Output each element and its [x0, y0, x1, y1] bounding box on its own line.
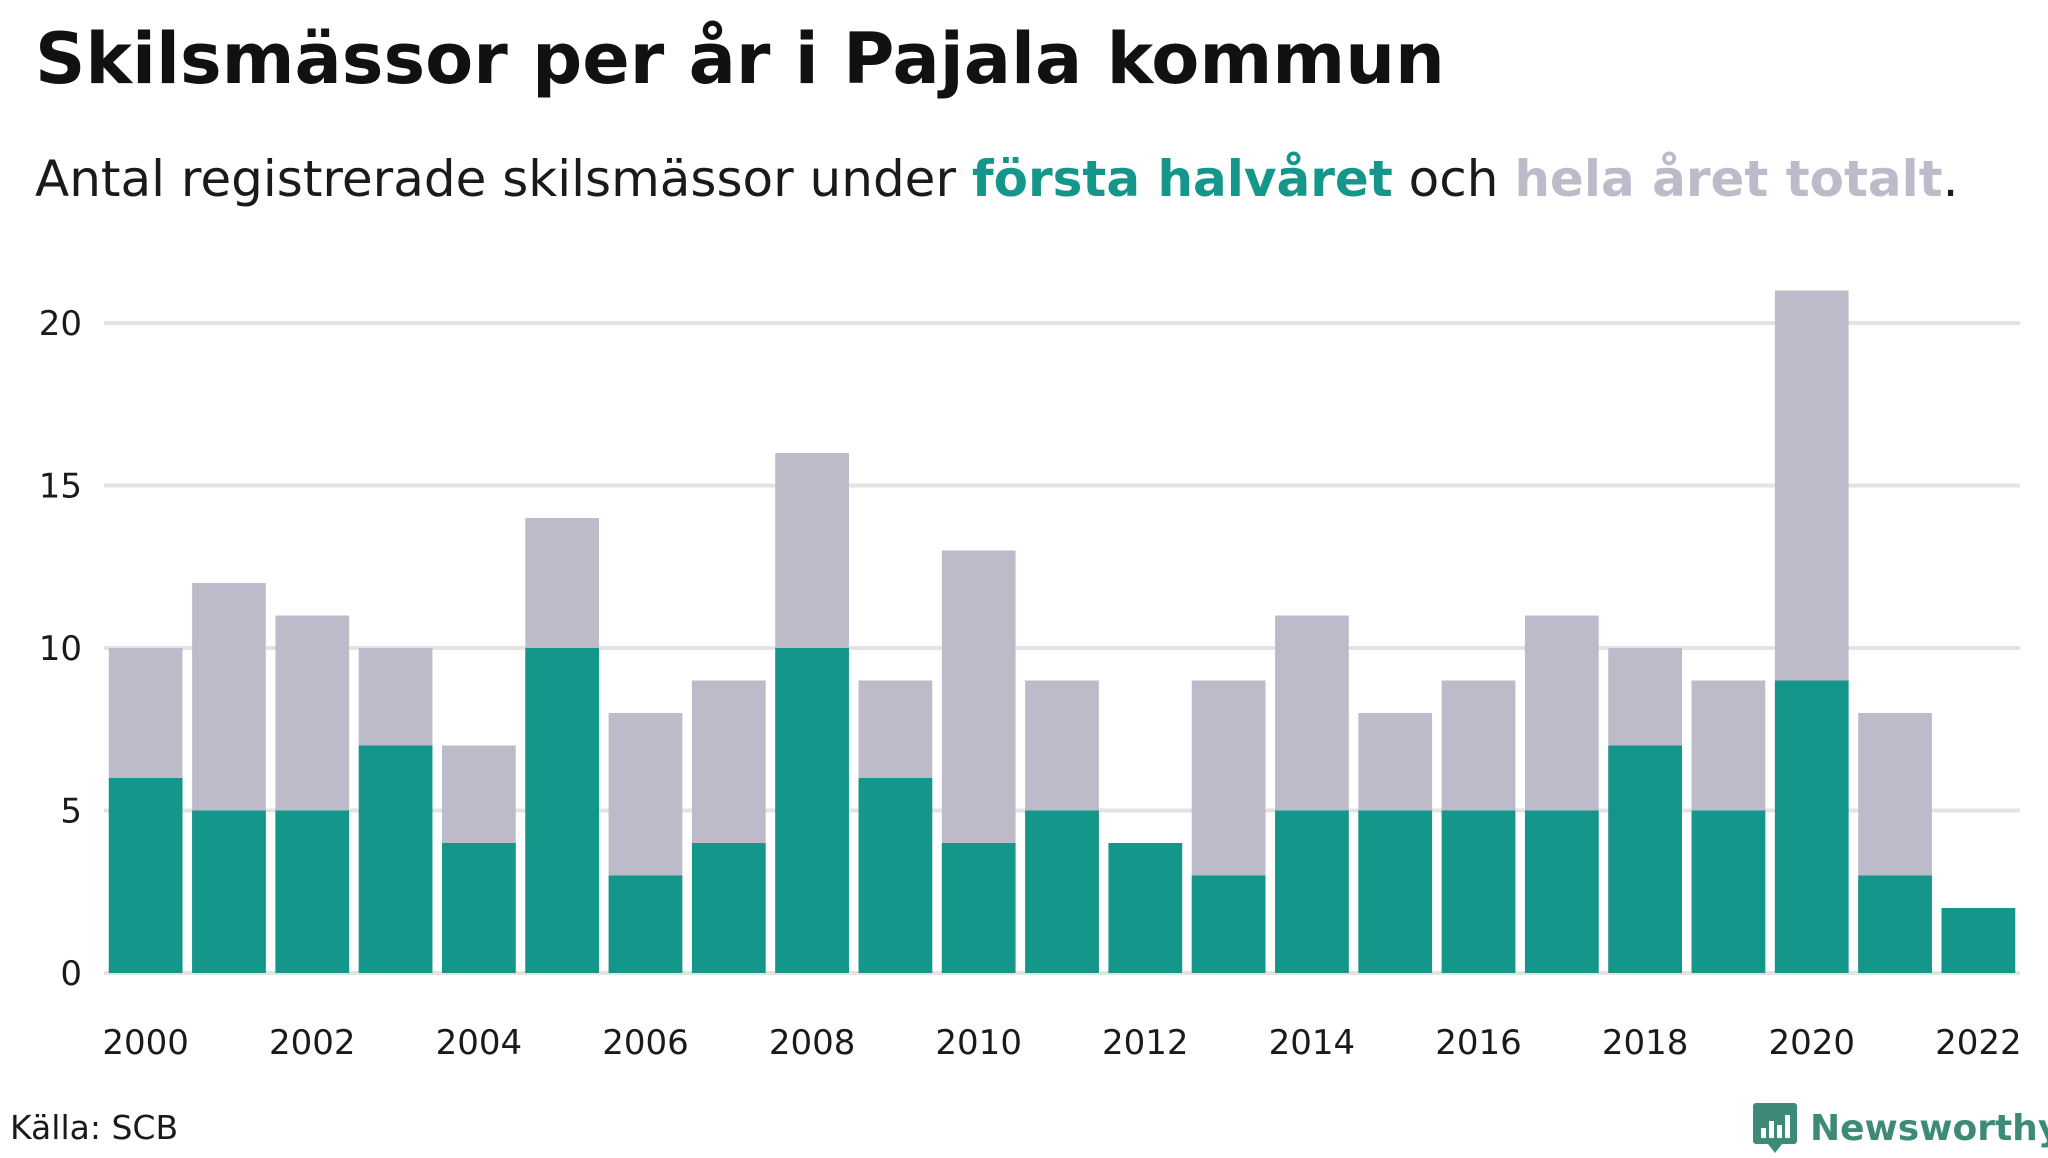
- y-tick-label: 20: [39, 304, 82, 344]
- subtitle-mid: och: [1392, 150, 1515, 208]
- bar-first-half: [1108, 843, 1183, 973]
- y-tick-label: 0: [60, 954, 82, 994]
- brand-logo: Newsworthy: [1752, 1098, 2048, 1158]
- bar-first-half: [1608, 745, 1682, 973]
- bar-first-half: [442, 843, 516, 973]
- bar-first-half: [525, 648, 600, 973]
- bar-first-half: [1275, 810, 1349, 973]
- bar-first-half: [275, 810, 350, 973]
- x-tick-label: 2008: [769, 1023, 856, 1063]
- y-tick-label: 15: [39, 467, 82, 507]
- bar-first-half: [1774, 680, 1849, 973]
- chart-title: Skilsmässor per år i Pajala kommun: [35, 18, 1445, 100]
- x-tick-label: 2022: [1935, 1023, 2022, 1063]
- bar-first-half: [1025, 810, 1099, 973]
- x-tick-label: 2002: [269, 1023, 356, 1063]
- y-tick-label: 10: [39, 629, 82, 669]
- brand-name: Newsworthy: [1810, 1107, 2048, 1149]
- bar-chart-badge-icon: [1753, 1103, 1797, 1153]
- x-tick-label: 2018: [1602, 1023, 1689, 1063]
- bar-first-half: [775, 648, 849, 973]
- bar-first-half: [358, 745, 433, 973]
- bar-first-half: [1524, 810, 1599, 973]
- legend-total: hela året totalt: [1514, 150, 1943, 208]
- bar-first-half: [691, 843, 766, 973]
- x-tick-label: 2016: [1435, 1023, 1522, 1063]
- bar-first-half: [1858, 875, 1932, 973]
- x-tick-label: 2014: [1269, 1023, 1356, 1063]
- bar-first-half: [858, 778, 933, 973]
- bar-first-half: [1691, 810, 1766, 973]
- subtitle-prefix: Antal registrerade skilsmässor under: [35, 150, 972, 208]
- bar-first-half: [1441, 810, 1516, 973]
- x-tick-label: 2020: [1768, 1023, 1855, 1063]
- x-tick-label: 2000: [102, 1023, 189, 1063]
- y-tick-label: 5: [60, 792, 82, 832]
- subtitle-suffix: .: [1942, 150, 1959, 208]
- x-tick-label: 2004: [436, 1023, 523, 1063]
- bar-first-half: [941, 843, 1016, 973]
- bar-first-half: [1191, 875, 1266, 973]
- bar-first-half: [1358, 810, 1433, 973]
- x-tick-label: 2012: [1102, 1023, 1189, 1063]
- legend-first-half: första halvåret: [971, 150, 1393, 208]
- chart-subtitle: Antal registrerade skilsmässor under för…: [35, 150, 1959, 208]
- bar-first-half: [608, 875, 683, 973]
- bar-chart: 0 5 10 15 20 2000 2002 2004 2006 2008 2010 2012 2014…: [39, 290, 2022, 1063]
- bar-first-half: [192, 810, 266, 973]
- bar-first-half: [1941, 908, 2016, 973]
- x-tick-label: 2010: [935, 1023, 1022, 1063]
- bar-first-half: [108, 778, 183, 973]
- x-tick-label: 2006: [602, 1023, 689, 1063]
- source-label: Källa: SCB: [10, 1108, 179, 1147]
